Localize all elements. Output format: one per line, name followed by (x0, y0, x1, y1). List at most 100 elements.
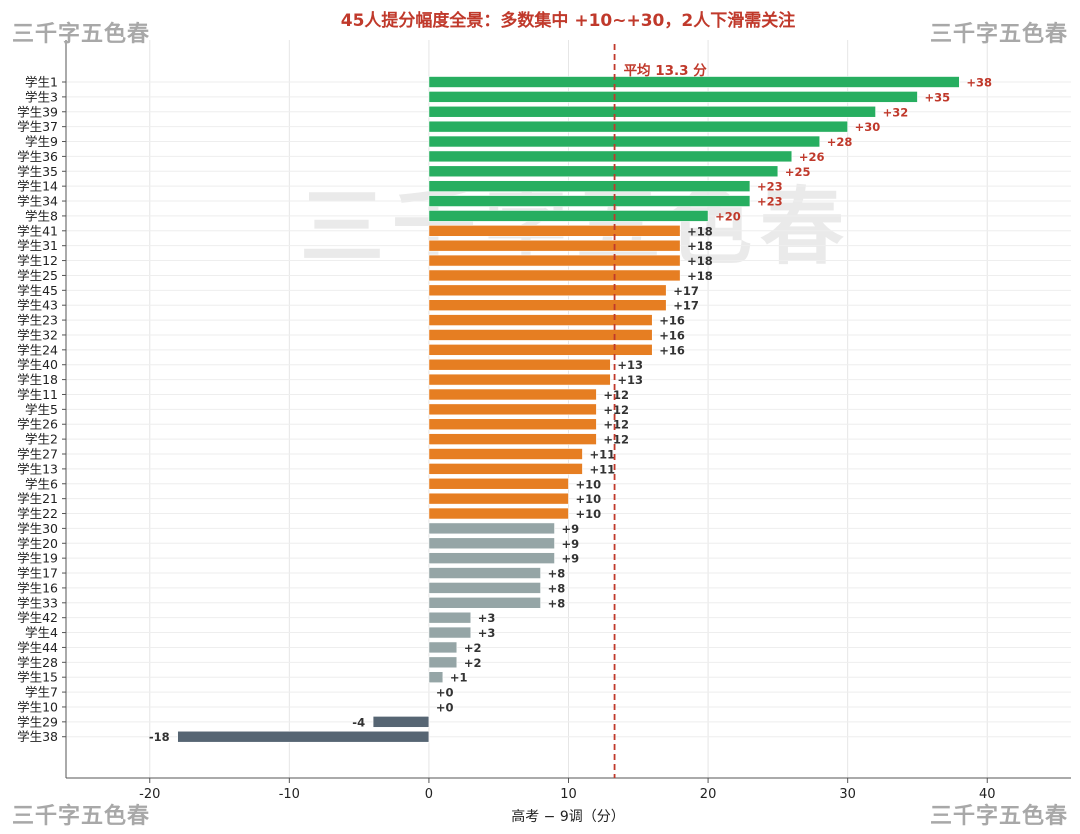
x-tick-label: 40 (979, 787, 996, 802)
bar (428, 448, 583, 460)
bar-value-label: +3 (478, 611, 496, 625)
bar-value-label: +17 (673, 284, 699, 298)
y-tick-label: 学生34 (17, 194, 58, 209)
y-tick-label: 学生10 (17, 699, 58, 714)
bar-value-label: +12 (603, 388, 629, 402)
bar (428, 567, 541, 579)
bar (428, 403, 597, 416)
x-tick-label: 20 (700, 787, 717, 802)
bar (428, 210, 709, 222)
watermark-top-right: 三千字五色春 (929, 22, 1068, 47)
bar-value-label: +12 (603, 403, 629, 417)
mean-layer: 平均 13.3 分 (613, 44, 708, 778)
y-tick-label: 学生40 (17, 357, 58, 372)
bar-value-label: +18 (687, 239, 713, 253)
bar-value-label: +2 (464, 641, 482, 655)
y-tick-label: 学生20 (17, 536, 58, 551)
bar-value-label: +11 (589, 462, 615, 476)
y-tick-label: 学生3 (25, 89, 58, 104)
x-axis-label: 高考 − 9调（分） (511, 808, 625, 825)
y-tick-label: 学生28 (17, 655, 58, 670)
y-tick-label: 学生8 (25, 208, 58, 223)
y-tick-label: 学生14 (17, 179, 58, 194)
y-tick-label: 学生12 (17, 253, 58, 268)
bar (428, 239, 681, 252)
y-tick-label: 学生29 (17, 714, 58, 729)
bar-value-label: -4 (352, 715, 365, 729)
y-tick-label: 学生9 (25, 134, 58, 149)
bar-value-label: +13 (617, 373, 643, 387)
bar-value-label: +17 (673, 299, 699, 313)
bar (428, 329, 653, 341)
y-tick-label: 学生41 (17, 223, 58, 238)
bar (428, 656, 458, 669)
bar-value-label: +30 (855, 120, 881, 134)
y-tick-label: 学生31 (17, 238, 58, 253)
y-tick-label: 学生37 (17, 119, 58, 134)
bar-value-label: +10 (576, 492, 602, 506)
y-tick-label: 学生36 (17, 149, 58, 164)
x-tick-label: -10 (279, 787, 300, 802)
watermark-bottom-left: 三千字五色春 (12, 804, 151, 829)
bar (428, 611, 472, 624)
bar-value-label: +18 (687, 254, 713, 268)
bar (428, 477, 569, 490)
bar (428, 105, 876, 118)
y-tick-label: 学生38 (17, 729, 58, 744)
bar-value-label: +1 (450, 671, 468, 685)
bar-value-label: +8 (548, 596, 566, 610)
x-tick-label: -20 (139, 787, 160, 802)
bar (428, 388, 597, 401)
bar (428, 180, 751, 192)
axes-layer: -20 -10 0 10 20 30 40 学生1学生3学生39学生37学生9学生36学生35… (17, 40, 1071, 802)
y-tick-label: 学生21 (17, 491, 58, 506)
bar-value-label: +0 (436, 686, 454, 700)
y-tick-label: 学生44 (17, 640, 58, 655)
y-tick-label: 学生4 (25, 625, 58, 640)
bar (428, 284, 667, 297)
y-tick-label: 学生25 (17, 268, 58, 283)
y-tick-label: 学生1 (25, 75, 58, 90)
bar-value-label: +35 (924, 90, 950, 104)
bar (428, 91, 918, 103)
bar-value-label: +13 (617, 358, 643, 372)
bar-value-label: +26 (799, 150, 825, 164)
bar-value-label: +23 (757, 195, 783, 209)
bar-value-label: +2 (464, 656, 482, 670)
y-tick-label: 学生23 (17, 313, 58, 328)
bar (428, 120, 848, 133)
y-tick-label: 学生39 (17, 104, 58, 119)
x-tick-label: 10 (560, 787, 577, 802)
y-tick-label: 学生33 (17, 595, 58, 610)
bar-value-label: +9 (562, 552, 580, 566)
y-tick-label: 学生11 (17, 387, 58, 402)
labels-layer: +38+35+32+30+28+26+25+23+23+20+18+18+18+… (149, 76, 992, 745)
bar-value-label: +16 (659, 328, 685, 342)
bar (428, 671, 444, 684)
bar-value-label: +18 (687, 224, 713, 238)
bar (428, 344, 653, 356)
bar (428, 314, 653, 326)
y-tick-label: 学生16 (17, 580, 58, 595)
bar (428, 135, 821, 148)
bar (428, 254, 681, 267)
bar-value-label: +3 (478, 626, 496, 640)
y-tick-label: 学生45 (17, 283, 58, 298)
bar-value-label: +38 (966, 76, 992, 90)
bar (428, 492, 569, 505)
bar-value-label: +28 (827, 135, 853, 149)
bar (428, 269, 681, 282)
x-tick-label: 0 (425, 787, 433, 802)
bar-value-label: +9 (562, 537, 580, 551)
bar (428, 552, 555, 564)
watermark-bottom-right: 三千字五色春 (929, 804, 1068, 829)
y-tick-label: 学生17 (17, 566, 58, 581)
x-tick-label: 30 (839, 787, 856, 802)
mean-label: 平均 13.3 分 (624, 62, 708, 79)
y-tick-label: 学生32 (17, 327, 58, 342)
y-tick-label: 学生43 (17, 298, 58, 313)
bar (428, 626, 472, 639)
bar-value-label: +12 (603, 418, 629, 432)
bar-value-label: +11 (589, 448, 615, 462)
bar (428, 537, 555, 550)
